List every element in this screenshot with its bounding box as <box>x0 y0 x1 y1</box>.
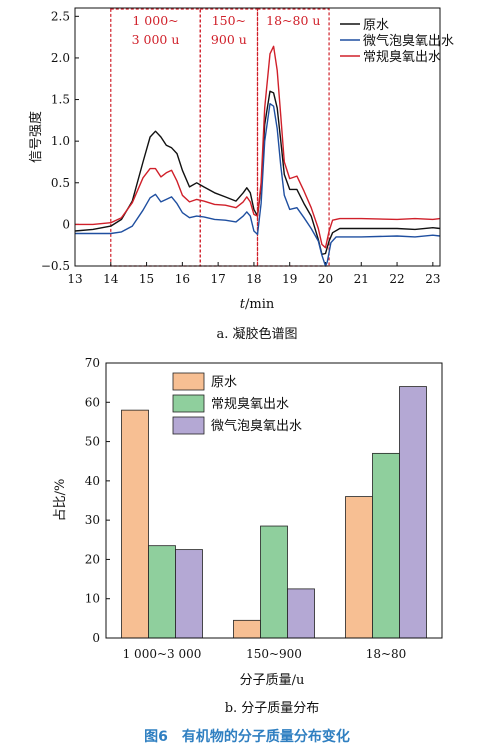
line-legend-label: 原水 <box>363 18 389 33</box>
bar-y-tick-label: 10 <box>85 592 100 606</box>
bar <box>287 588 315 639</box>
bar-group <box>121 386 427 639</box>
bar-legend-swatch <box>172 416 205 435</box>
line-series-1 <box>74 90 441 255</box>
region-label-line2: 900 u <box>211 32 247 47</box>
bar-category-labels: 1 000~3 000 150~900 18~80 <box>123 647 407 661</box>
bar-legend-label: 原水 <box>211 375 237 390</box>
line-plot-frame <box>74 7 441 267</box>
line-caption: a. 凝胶色谱图 <box>216 326 297 342</box>
bar <box>345 496 373 639</box>
bar <box>260 525 288 639</box>
bar-y-tick-label: 20 <box>85 552 100 566</box>
bar-y-tick-label: 0 <box>92 631 100 645</box>
figure-title: 图6 有机物的分子质量分布变化 <box>144 728 350 745</box>
bar-axis-ticks: 0 10 20 30 40 50 60 70 <box>85 356 387 645</box>
line-series-group <box>74 45 441 267</box>
line-y-tick-label: 1.0 <box>51 134 70 148</box>
line-legend-label: 微气泡臭氧出水 <box>363 33 454 49</box>
bar-y-tick-label: 30 <box>85 513 100 527</box>
line-series-2 <box>75 103 441 267</box>
line-y-tick-label: 0.5 <box>51 176 70 190</box>
line-series-3 <box>75 45 441 249</box>
line-x-tick-label: 19 <box>282 272 297 286</box>
bar-y-tick-label: 50 <box>85 435 100 449</box>
line-y-tick-label: 1.5 <box>51 93 70 107</box>
line-x-axis-label: t/min <box>240 297 275 312</box>
bar-legend-swatch <box>172 372 205 391</box>
bar <box>233 619 261 639</box>
region-box <box>199 8 259 267</box>
line-x-tick-label: 17 <box>210 272 225 286</box>
region-label-line1: 150~ <box>212 13 246 28</box>
bar-legend-label: 常规臭氧出水 <box>211 397 289 412</box>
bar <box>175 549 203 639</box>
bar <box>372 452 400 639</box>
region-box <box>256 8 330 267</box>
line-y-tick-label: 0 <box>62 217 70 231</box>
line-x-axis-label-italic: t <box>240 297 246 312</box>
bar-plot-frame <box>105 362 443 639</box>
bar-caption: b. 分子质量分布 <box>225 701 320 716</box>
line-y-tick-label: 2.0 <box>51 51 70 65</box>
line-x-tick-label: 20 <box>318 272 333 286</box>
bar-x-axis-label: 分子质量/u <box>240 673 305 688</box>
line-x-tick-label: 14 <box>103 272 119 286</box>
line-x-axis-label-unit: /min <box>245 297 275 312</box>
region-label-line1: 1 000~ <box>132 13 178 28</box>
bar <box>399 386 427 639</box>
bar <box>121 409 149 639</box>
bar-y-axis-label: 占比/% <box>53 479 68 522</box>
bar-y-tick-label: 60 <box>85 395 100 409</box>
line-x-tick-label: 16 <box>175 272 190 286</box>
line-x-tick-label: 18 <box>246 272 261 286</box>
bar-legend-label: 微气泡臭氧出水 <box>211 418 302 434</box>
region-boxes <box>110 8 330 267</box>
bar-category-label: 18~80 <box>366 647 407 661</box>
gel-chromatogram-panel: 13 14 15 16 17 18 19 20 21 22 23 −0.5 0 0.5 1.0 1.5 2.0 2… <box>28 7 454 342</box>
line-legend-label: 常规臭氧出水 <box>363 50 441 65</box>
line-y-tick-label: −0.5 <box>41 259 70 273</box>
line-y-tick-label: 2.5 <box>51 9 70 23</box>
region-box <box>110 8 201 267</box>
line-y-axis-label: 信号强度 <box>28 111 44 163</box>
bar-y-tick-label: 70 <box>85 356 100 370</box>
line-axis-ticks: 13 14 15 16 17 18 19 20 21 22 23 −0.5 0 0.5 1.0 1.5 2.0 2… <box>41 9 441 286</box>
bar-category-label: 150~900 <box>246 647 302 661</box>
line-x-tick-label: 21 <box>354 272 369 286</box>
bar-legend-swatch <box>172 394 205 413</box>
line-x-tick-label: 13 <box>67 272 82 286</box>
line-x-tick-label: 22 <box>389 272 404 286</box>
bar-y-tick-label: 40 <box>85 474 100 488</box>
region-labels: 1 000~ 3 000 u 150~ 900 u 18~80 u <box>132 13 321 47</box>
line-x-tick-label: 23 <box>425 272 440 286</box>
bar <box>148 545 176 639</box>
line-x-tick-label: 15 <box>139 272 154 286</box>
region-label-line2: 3 000 u <box>132 32 180 47</box>
region-label-line1: 18~80 u <box>266 13 320 28</box>
bar-category-label: 1 000~3 000 <box>123 647 202 661</box>
